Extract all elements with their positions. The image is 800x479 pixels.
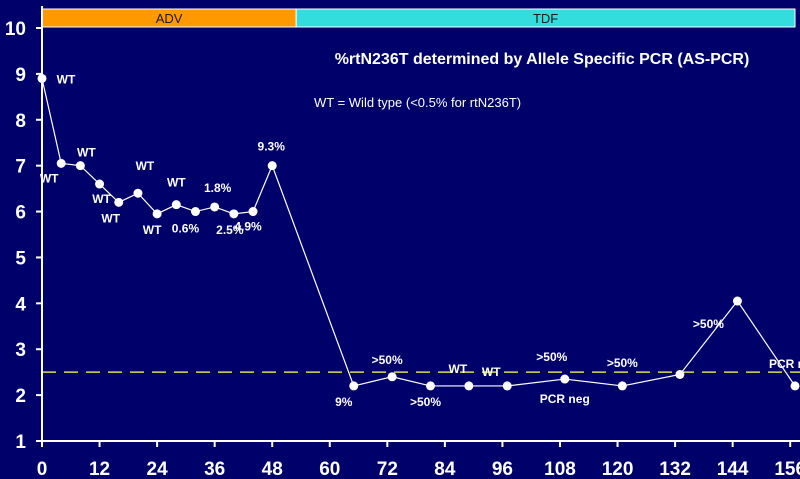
- data-point: [190, 207, 200, 217]
- x-tick-label: 12: [89, 459, 110, 479]
- data-point: [349, 381, 359, 391]
- annotation-label: 4.9%: [234, 220, 262, 234]
- phase-label-0: ADV: [156, 11, 183, 26]
- x-tick-label: 0: [37, 459, 48, 479]
- y-tick-label: 7: [15, 157, 26, 178]
- data-point: [675, 369, 685, 379]
- annotation-label: WT: [40, 171, 59, 185]
- phase-label-1: TDF: [533, 11, 558, 26]
- data-point: [464, 381, 474, 391]
- x-tick-label: 120: [602, 459, 634, 479]
- data-point: [95, 179, 105, 189]
- data-point: [210, 202, 220, 212]
- annotation-label: 1.8%: [204, 181, 232, 195]
- x-tick-label: 156: [774, 459, 800, 479]
- y-tick-label: 5: [15, 248, 26, 269]
- x-tick-label: 96: [492, 459, 513, 479]
- data-point: [133, 188, 143, 198]
- annotation-label: WT: [143, 223, 162, 237]
- annotation-label: WT: [92, 192, 111, 206]
- data-point: [248, 207, 258, 217]
- x-tick-label: 24: [147, 459, 169, 479]
- data-point: [37, 73, 47, 83]
- y-tick-label: 2: [15, 386, 26, 407]
- x-tick-label: 144: [717, 459, 749, 479]
- data-point: [617, 381, 627, 391]
- annotation-label: >50%: [372, 353, 403, 367]
- y-tick-label: 3: [15, 340, 26, 361]
- annotation-label: 9%: [335, 395, 353, 409]
- annotation-label: >50%: [607, 356, 638, 370]
- y-tick-label: 8: [15, 111, 26, 132]
- y-tick-label: 4: [15, 294, 26, 315]
- data-point: [171, 200, 181, 210]
- y-tick-label: 9: [15, 65, 26, 86]
- data-point: [732, 296, 742, 306]
- annotation-label: >50%: [536, 350, 567, 364]
- annotation-label: WT: [77, 146, 96, 160]
- data-point: [229, 209, 239, 219]
- data-point: [267, 161, 277, 171]
- annotation-label: WT: [101, 211, 120, 225]
- y-axis-ticks: 1 2 3 4 5 6 7 8 9 10: [5, 19, 42, 453]
- treatment-phase-bar: ADV TDF: [41, 8, 796, 28]
- y-tick-label: 10: [5, 19, 26, 40]
- x-axis-ticks: 0 12 24 36 48 60 72 84 96 108 120 132 144 156: [37, 441, 800, 479]
- data-point: [152, 209, 162, 219]
- annotation-label: >50%: [693, 317, 724, 331]
- x-tick-label: 36: [204, 459, 225, 479]
- data-point: [114, 197, 124, 207]
- x-tick-label: 84: [434, 459, 456, 479]
- data-point: [790, 381, 800, 391]
- data-point: [560, 374, 570, 384]
- data-point: [56, 158, 66, 168]
- annotation-label: 0.6%: [172, 222, 200, 236]
- annotation-label: PCR neg: [769, 357, 800, 371]
- annotation-label: WT: [57, 72, 76, 86]
- annotation-label: WT: [167, 176, 186, 190]
- x-tick-label: 60: [319, 459, 340, 479]
- x-tick-label: 48: [262, 459, 283, 479]
- annotation-label: WT: [136, 159, 155, 173]
- annotation-label: WT: [482, 365, 501, 379]
- x-tick-label: 132: [659, 459, 691, 479]
- annotation-label: 2.5%: [216, 223, 244, 237]
- chart-subtitle: WT = Wild type (<0.5% for rtN236T): [314, 95, 521, 110]
- x-tick-label: 108: [544, 459, 576, 479]
- annotation-label: WT: [449, 362, 468, 376]
- annotation-label: 9.3%: [258, 140, 286, 154]
- data-point: [387, 372, 397, 382]
- y-tick-label: 1: [15, 432, 26, 453]
- x-tick-label: 72: [377, 459, 398, 479]
- point-annotations: WT WT WT WT WT WT WT WT 0.6% 1.8% 2.5%4.9% 9.3% 9% >5…: [40, 72, 800, 408]
- chart-title: %rtN236T determined by Allele Specific P…: [335, 51, 750, 68]
- data-point: [502, 381, 512, 391]
- annotation-label: >50%: [410, 395, 441, 409]
- y-tick-label: 6: [15, 203, 26, 224]
- phase-segment-1: [295, 8, 796, 28]
- data-points: [37, 73, 800, 391]
- data-point: [425, 381, 435, 391]
- data-point: [75, 161, 85, 171]
- annotation-label: PCR neg: [540, 392, 590, 406]
